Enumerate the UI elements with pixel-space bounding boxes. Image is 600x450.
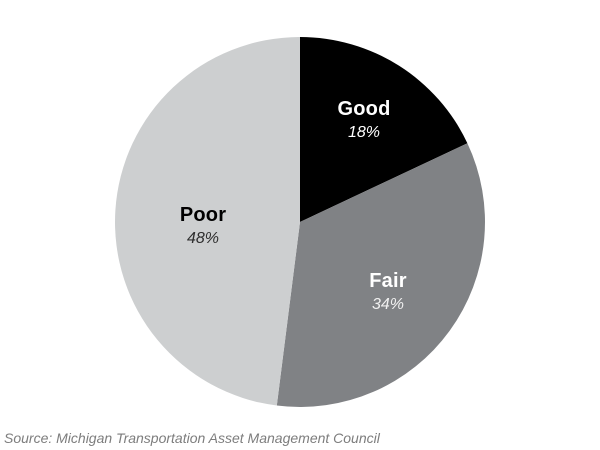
pie-slice-poor (115, 37, 300, 406)
source-note: Source: Michigan Transportation Asset Ma… (4, 430, 380, 446)
pie-slice-good (300, 37, 468, 222)
pie-slice-fair (276, 143, 485, 407)
